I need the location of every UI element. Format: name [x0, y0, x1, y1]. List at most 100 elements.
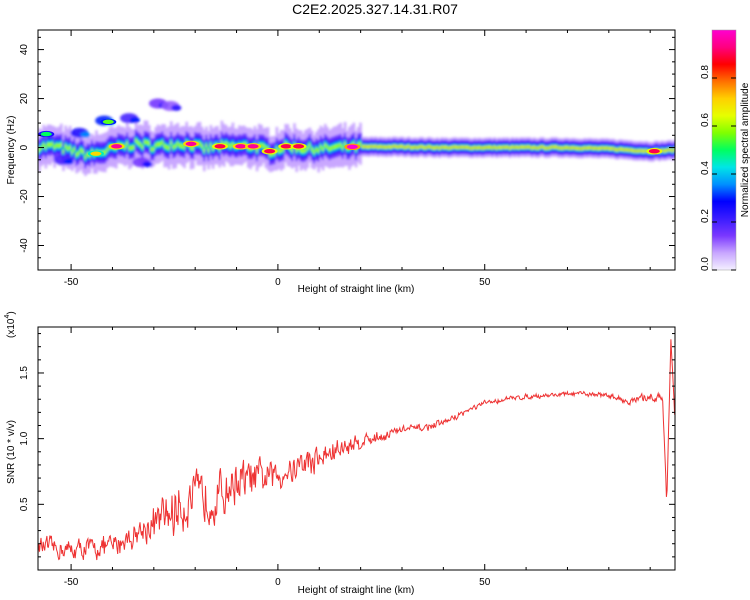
colorbar-ticks: 0.0 0.2 0.4 0.6 0.8	[700, 65, 736, 271]
spectrogram-cell	[550, 146, 554, 148]
spectrogram-cell	[526, 146, 529, 148]
spectrogram-cell	[585, 147, 589, 149]
spectrogram-cell	[304, 149, 307, 152]
y-tick-label: 0.5	[19, 497, 30, 511]
x-tick-label: 50	[479, 577, 491, 588]
colorbar-frame	[711, 29, 737, 271]
spectrogram-cell	[594, 147, 598, 149]
spectrogram-cell	[665, 149, 668, 152]
spectrogram-cell	[46, 143, 50, 146]
spectrogram-cell	[403, 146, 406, 149]
spectrogram-cell	[308, 143, 312, 147]
spectrogram-cell	[174, 144, 177, 148]
spectrogram-cell	[627, 149, 631, 151]
spectrogram-cell	[183, 145, 186, 149]
spectrogram-cell	[137, 141, 140, 145]
spectrogram-cell	[462, 146, 466, 149]
spectrogram-cell	[167, 146, 171, 150]
spectrogram-cell	[178, 144, 182, 147]
spectrogram-cell	[341, 146, 345, 150]
spectrogram-cell	[623, 148, 626, 151]
spectrogram-cell	[464, 146, 468, 149]
spectrogram-patch	[63, 158, 74, 165]
spectrogram-cell	[84, 155, 87, 159]
spectrogram-cell	[319, 145, 323, 149]
spectrogram-cell	[445, 146, 448, 148]
spectrogram-cell	[172, 145, 175, 149]
spectrogram-cell	[68, 146, 72, 149]
spectrogram-cell	[394, 145, 397, 148]
spectrogram-cell	[504, 146, 507, 149]
spectrogram-cell	[313, 150, 316, 154]
spectrogram-cell	[502, 146, 505, 148]
spectrogram-cell	[425, 146, 428, 149]
spectrogram-cell	[563, 146, 567, 149]
spectrogram-cell	[614, 148, 617, 151]
spectrogram-cell	[478, 146, 481, 149]
spectrogram-cell	[139, 143, 142, 146]
spectrogram-cell	[398, 145, 402, 148]
spectrogram-cell	[407, 145, 411, 148]
spectrogram-cell	[181, 144, 184, 148]
spectrogram-cell	[82, 150, 85, 154]
spectrogram-cell	[515, 146, 518, 148]
spectrogram-cell	[420, 145, 424, 148]
spectrogram-cell	[134, 139, 138, 142]
spectrogram-cell	[44, 146, 48, 149]
spectrogram-cell	[328, 147, 331, 151]
spectrogram-cell	[537, 147, 540, 149]
spectrogram-cell	[612, 147, 615, 150]
spectrogram-cell	[260, 143, 263, 147]
spectrogram-hotspot	[214, 144, 226, 149]
spectrogram-cell	[451, 146, 455, 149]
x-tick-label: 0	[275, 277, 281, 288]
spectrogram-cell	[291, 148, 294, 152]
spectrogram-cell	[440, 146, 444, 148]
spectrogram-cell	[590, 147, 593, 149]
spectrogram-cell	[359, 142, 362, 146]
spectrogram-hotspot	[293, 144, 305, 149]
spectrogram-cell	[79, 148, 83, 152]
spectrogram-cell	[471, 147, 474, 150]
spectrogram-cell	[269, 153, 272, 156]
colorbar-tick-label: 0.0	[700, 257, 711, 271]
spectrogram-cell	[205, 144, 208, 148]
spectrogram-cell	[555, 146, 558, 148]
spectrogram-cell	[161, 141, 164, 144]
spectrogram-cell	[332, 145, 336, 149]
spectrogram-frame	[37, 29, 676, 271]
spectrogram-cell	[568, 147, 571, 149]
spectrogram-cell	[335, 144, 338, 148]
spectrogram-panel: -50 0 50 -40 -20 0 20 40 Height of straight lin…	[6, 29, 676, 295]
spectrogram-cell	[458, 146, 461, 149]
spectrogram-cell	[374, 145, 378, 148]
spectrogram-patch	[142, 161, 153, 168]
snr-scale-text: (x104)	[4, 311, 17, 338]
spectrogram-cell	[535, 147, 538, 149]
spectrogram-cell	[282, 147, 285, 151]
spectrogram-cell	[449, 146, 452, 149]
spectrogram-cell	[145, 140, 149, 144]
spectrogram-cell	[376, 146, 380, 148]
spectrogram-cell	[211, 147, 215, 151]
spectrogram-hotspot	[264, 149, 276, 154]
spectrogram-cell	[42, 143, 45, 147]
spectrogram-cell	[625, 148, 628, 151]
spectrogram-cell	[431, 147, 435, 149]
spectrogram-cell	[326, 145, 329, 149]
spectrogram-cell	[154, 143, 158, 147]
y-tick-label: 0	[19, 144, 30, 150]
spectrogram-cell	[610, 147, 613, 150]
snr-scale-label: (x104)	[4, 311, 17, 338]
spectrogram-cell	[596, 147, 600, 150]
spectrogram-cell	[506, 146, 510, 148]
spectrogram-cell	[73, 147, 76, 151]
spectrogram-cell	[414, 146, 417, 148]
y-tick-label: -40	[19, 238, 30, 253]
x-tick-label: 0	[275, 577, 281, 588]
x-tick-label: 50	[479, 277, 491, 288]
spectrogram-cell	[603, 147, 606, 150]
spectrogram-cell	[667, 148, 670, 151]
spectrogram-cell	[363, 145, 367, 148]
spectrogram-cell	[533, 146, 536, 149]
